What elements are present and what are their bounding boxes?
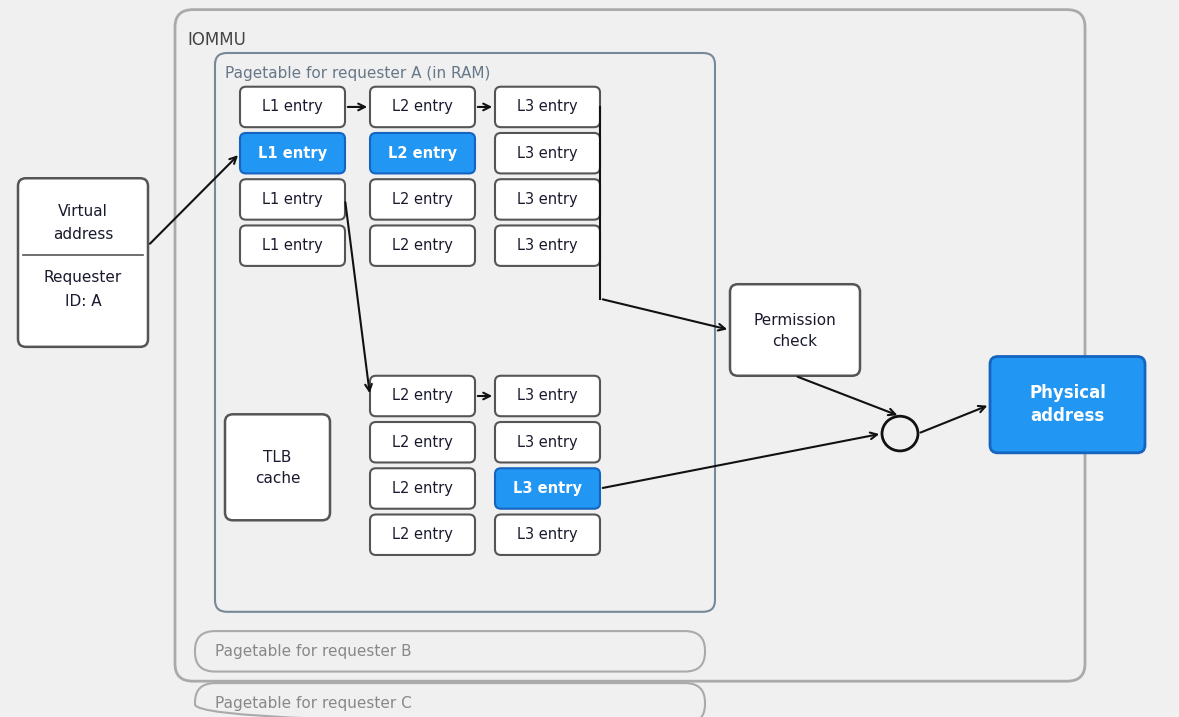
- FancyBboxPatch shape: [370, 468, 475, 509]
- Text: L1 entry: L1 entry: [258, 146, 327, 161]
- Text: L3 entry: L3 entry: [518, 435, 578, 450]
- Text: Virtual: Virtual: [58, 204, 108, 219]
- Text: L3 entry: L3 entry: [518, 389, 578, 404]
- Text: Pagetable for requester B: Pagetable for requester B: [215, 644, 411, 659]
- FancyBboxPatch shape: [370, 376, 475, 417]
- Text: Pagetable for requester C: Pagetable for requester C: [215, 695, 411, 711]
- FancyBboxPatch shape: [370, 133, 475, 174]
- Text: ID: A: ID: A: [65, 294, 101, 309]
- Text: Requester: Requester: [44, 270, 123, 285]
- FancyBboxPatch shape: [241, 225, 345, 266]
- FancyBboxPatch shape: [495, 468, 600, 509]
- Text: IOMMU: IOMMU: [187, 31, 246, 49]
- Text: L2 entry: L2 entry: [393, 238, 453, 253]
- Text: Pagetable for requester A (in RAM): Pagetable for requester A (in RAM): [225, 67, 490, 82]
- FancyBboxPatch shape: [18, 179, 149, 347]
- Circle shape: [882, 417, 918, 451]
- FancyBboxPatch shape: [241, 87, 345, 127]
- Text: Physical: Physical: [1029, 384, 1106, 402]
- Text: L3 entry: L3 entry: [513, 481, 582, 496]
- Text: L2 entry: L2 entry: [393, 481, 453, 496]
- Text: Permission: Permission: [753, 313, 836, 328]
- Text: L2 entry: L2 entry: [393, 100, 453, 115]
- FancyBboxPatch shape: [370, 87, 475, 127]
- Text: L2 entry: L2 entry: [393, 192, 453, 207]
- Text: L2 entry: L2 entry: [393, 435, 453, 450]
- FancyBboxPatch shape: [495, 376, 600, 417]
- FancyBboxPatch shape: [495, 225, 600, 266]
- FancyBboxPatch shape: [225, 414, 330, 521]
- FancyBboxPatch shape: [495, 515, 600, 555]
- Text: address: address: [1030, 407, 1105, 425]
- Text: address: address: [53, 227, 113, 242]
- FancyBboxPatch shape: [370, 422, 475, 462]
- Text: L2 entry: L2 entry: [393, 389, 453, 404]
- Text: L3 entry: L3 entry: [518, 146, 578, 161]
- Text: L2 entry: L2 entry: [388, 146, 457, 161]
- FancyBboxPatch shape: [370, 515, 475, 555]
- Text: L3 entry: L3 entry: [518, 527, 578, 542]
- Text: L1 entry: L1 entry: [262, 192, 323, 207]
- Text: L2 entry: L2 entry: [393, 527, 453, 542]
- FancyBboxPatch shape: [495, 422, 600, 462]
- Text: L1 entry: L1 entry: [262, 100, 323, 115]
- Text: L3 entry: L3 entry: [518, 192, 578, 207]
- FancyBboxPatch shape: [241, 133, 345, 174]
- Text: L3 entry: L3 entry: [518, 100, 578, 115]
- Text: check: check: [772, 334, 817, 349]
- FancyBboxPatch shape: [241, 179, 345, 219]
- Text: TLB: TLB: [263, 450, 291, 465]
- FancyBboxPatch shape: [495, 133, 600, 174]
- Text: L1 entry: L1 entry: [262, 238, 323, 253]
- Text: cache: cache: [255, 471, 301, 486]
- FancyBboxPatch shape: [990, 356, 1145, 453]
- FancyBboxPatch shape: [495, 87, 600, 127]
- FancyBboxPatch shape: [370, 225, 475, 266]
- FancyBboxPatch shape: [370, 179, 475, 219]
- FancyBboxPatch shape: [730, 284, 859, 376]
- Text: L3 entry: L3 entry: [518, 238, 578, 253]
- FancyBboxPatch shape: [495, 179, 600, 219]
